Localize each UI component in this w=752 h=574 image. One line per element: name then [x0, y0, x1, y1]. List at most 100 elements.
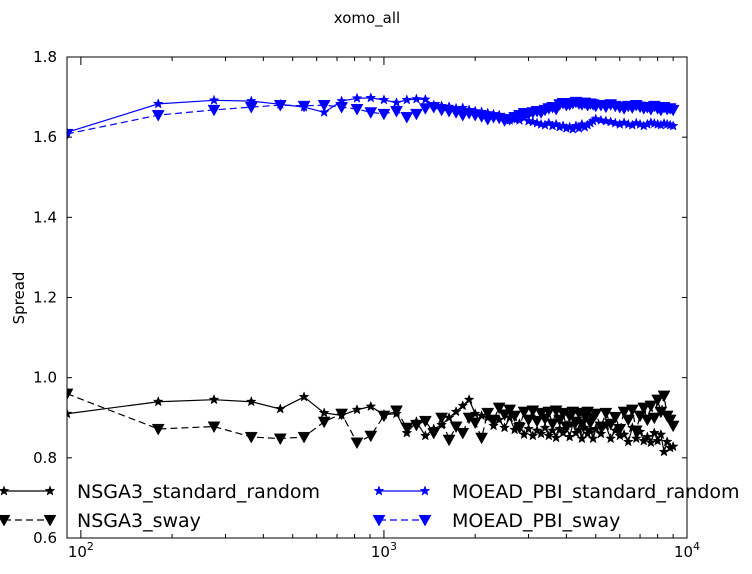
data-point [152, 98, 164, 109]
y-tick-label: 0.8 [33, 449, 57, 467]
x-tick-label: 104 [674, 540, 700, 561]
data-point [244, 102, 258, 114]
legend-marker [372, 514, 386, 527]
data-point [666, 104, 680, 117]
legend-label: NSGA3_standard_random [77, 481, 320, 503]
legend-item: MOEAD_PBI_standard_random [373, 481, 740, 503]
data-point [317, 100, 331, 112]
data-point [365, 92, 377, 103]
plot-frame [66, 56, 688, 539]
data-point [391, 96, 402, 108]
data-point [475, 432, 489, 445]
series-1 [67, 388, 680, 450]
data-point [400, 422, 414, 435]
data-point [418, 415, 432, 428]
series-layer [67, 92, 680, 457]
data-point [208, 94, 220, 105]
data-point [527, 430, 539, 441]
data-point [666, 420, 680, 433]
data-point [244, 431, 258, 444]
data-point [546, 418, 559, 431]
data-point [535, 428, 547, 439]
data-point [559, 421, 573, 434]
data-point [487, 414, 500, 427]
data-point [410, 108, 423, 121]
data-point [513, 422, 526, 435]
data-point [605, 432, 617, 444]
data-point [661, 436, 673, 447]
data-point [350, 437, 364, 450]
data-point [435, 412, 449, 425]
data-point [587, 432, 599, 444]
y-tick-label: 1.8 [33, 48, 57, 66]
data-point [377, 108, 391, 121]
data-point [647, 412, 661, 425]
data-point [617, 406, 631, 419]
data-point [390, 405, 403, 418]
y-tick-label: 1.0 [33, 369, 57, 387]
data-point [594, 421, 608, 434]
data-point [274, 403, 286, 414]
data-point [644, 400, 658, 413]
data-point [625, 404, 639, 417]
legend-marker [418, 514, 432, 527]
data-point [364, 107, 378, 119]
data-point [351, 92, 363, 103]
legend-marker [373, 485, 385, 496]
data-point [401, 94, 413, 105]
data-point [667, 120, 679, 131]
series-3 [67, 96, 680, 141]
data-point [419, 430, 431, 441]
data-point [351, 404, 363, 415]
data-point [365, 400, 377, 412]
data-point [657, 390, 671, 403]
data-point [273, 433, 287, 446]
data-point [517, 406, 531, 419]
data-point [151, 110, 165, 122]
legend-label: MOEAD_PBI_standard_random [452, 481, 740, 503]
data-point [152, 396, 164, 407]
data-point [641, 431, 653, 442]
data-point [318, 407, 330, 418]
legend: NSGA3_standard_random NSGA3_sway MOEAD_PBI… [0, 481, 740, 532]
data-point [377, 410, 391, 423]
data-point [390, 106, 403, 118]
data-point [652, 435, 664, 446]
data-point [208, 393, 220, 405]
data-point [518, 428, 530, 440]
legend-marker [43, 514, 57, 527]
legend-item: MOEAD_PBI_sway [372, 510, 620, 532]
data-point [273, 100, 287, 112]
data-point [589, 408, 603, 421]
legend-item: NSGA3_standard_random [0, 481, 320, 503]
data-point [427, 427, 441, 440]
data-point [499, 422, 510, 433]
y-tick-label: 1.4 [33, 208, 57, 226]
y-tick-label: 0.6 [33, 529, 57, 547]
data-point [508, 410, 522, 423]
y-tick-label: 1.2 [33, 289, 57, 307]
data-point [378, 94, 390, 105]
data-point [498, 409, 511, 422]
data-point [530, 415, 544, 428]
data-point [410, 419, 423, 432]
data-point [663, 414, 677, 427]
legend-marker [419, 485, 431, 496]
data-point [350, 104, 364, 116]
data-point [492, 402, 506, 415]
data-point [442, 434, 456, 447]
data-point [539, 422, 551, 433]
data-point [318, 106, 330, 117]
data-point [364, 430, 378, 443]
data-point [419, 93, 431, 105]
data-point [457, 400, 469, 411]
data-point [207, 421, 221, 434]
data-point [436, 419, 448, 430]
data-point [317, 416, 331, 429]
data-point [297, 100, 311, 113]
data-point [335, 408, 349, 421]
data-point [595, 428, 607, 439]
data-point [608, 411, 622, 424]
data-point [550, 432, 562, 443]
y-tick-label: 1.6 [33, 128, 57, 146]
